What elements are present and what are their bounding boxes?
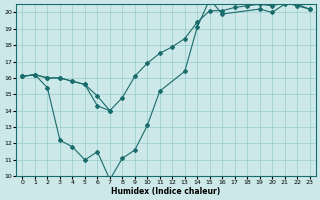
X-axis label: Humidex (Indice chaleur): Humidex (Indice chaleur): [111, 187, 221, 196]
